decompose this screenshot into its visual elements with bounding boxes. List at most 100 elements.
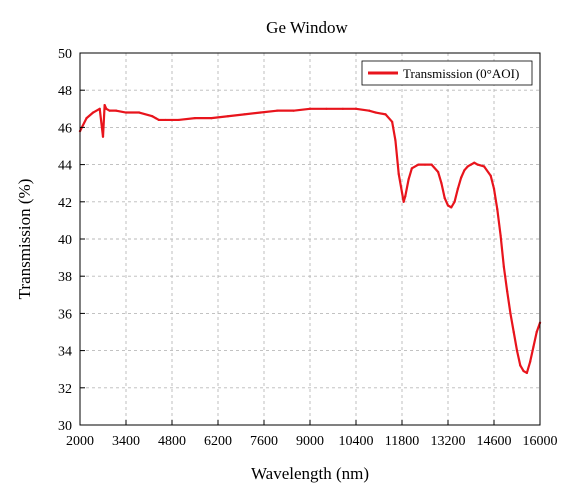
data-point: [446, 204, 450, 207]
data-point: [154, 117, 157, 120]
data-point: [483, 165, 486, 168]
legend: Transmission (0°AOI): [361, 60, 533, 86]
y-tick-label: 36: [58, 307, 72, 322]
data-point: [473, 161, 476, 164]
x-tick-label: 16000: [523, 434, 558, 449]
data-point: [443, 196, 446, 200]
data-point: [243, 113, 246, 116]
x-axis-label: Wavelength (nm): [251, 464, 369, 483]
y-tick-label: 50: [58, 47, 72, 62]
y-tick-label: 32: [58, 382, 72, 397]
data-point: [509, 312, 512, 315]
y-tick-label: 46: [58, 121, 72, 136]
y-tick-label: 42: [58, 196, 72, 211]
data-point: [368, 109, 371, 112]
data-point: [453, 200, 456, 203]
y-tick-label: 38: [58, 270, 72, 285]
data-point: [404, 195, 407, 198]
y-tick-label: 30: [58, 419, 72, 434]
data-point: [460, 176, 463, 179]
data-point: [532, 345, 535, 348]
y-axis-label: Transmission (%): [15, 179, 34, 300]
x-tick-label: 7600: [250, 434, 278, 449]
data-point: [115, 109, 118, 112]
data-point: [407, 178, 410, 181]
legend-label: Transmission (0°AOI): [403, 66, 519, 81]
x-tick-label: 11800: [385, 434, 419, 449]
data-point: [529, 360, 532, 363]
grid-lines: [80, 53, 540, 425]
data-point: [98, 107, 101, 110]
data-point: [292, 109, 295, 112]
x-tick-label: 4800: [158, 434, 186, 449]
data-point: [463, 169, 466, 172]
data-point: [164, 118, 167, 122]
data-point: [177, 118, 180, 122]
data-point: [308, 107, 312, 110]
y-tick-label: 34: [58, 345, 72, 360]
data-point: [101, 135, 105, 138]
data-point: [423, 163, 427, 166]
data-point: [103, 103, 106, 107]
data-point: [456, 187, 459, 190]
data-point: [469, 163, 473, 166]
data-point: [138, 111, 141, 114]
x-tick-label: 9000: [296, 434, 324, 449]
chart-title: Ge Window: [266, 18, 348, 37]
data-point: [512, 330, 515, 334]
data-point: [92, 111, 95, 114]
x-tick-label: 6200: [204, 434, 232, 449]
data-point: [535, 330, 538, 334]
y-tick-label: 44: [58, 159, 72, 174]
data-point: [354, 107, 358, 110]
data-point: [226, 115, 229, 118]
data-point: [384, 113, 387, 116]
data-point: [525, 371, 528, 375]
x-tick-label: 10400: [339, 434, 374, 449]
data-point: [506, 289, 509, 293]
x-tick-label: 2000: [66, 434, 94, 449]
data-point: [417, 163, 420, 166]
y-tick-label: 48: [58, 84, 72, 99]
data-point: [515, 349, 519, 352]
series-layer: [78, 103, 542, 375]
data-point: [276, 109, 279, 112]
data-point: [151, 115, 154, 118]
data-point: [489, 174, 492, 177]
data-point: [108, 109, 111, 112]
data-point: [502, 265, 505, 268]
data-point: [157, 118, 160, 122]
data-point: [400, 191, 404, 194]
data-point: [374, 111, 377, 114]
data-point: [397, 172, 400, 175]
data-point: [499, 234, 502, 237]
x-tick-label: 14600: [477, 434, 512, 449]
data-point: [519, 364, 522, 367]
data-point: [440, 182, 443, 185]
data-point: [394, 139, 397, 142]
data-point: [193, 117, 197, 120]
data-point: [466, 165, 469, 168]
y-tick-label: 40: [58, 233, 72, 248]
data-point: [105, 107, 108, 110]
x-tick-label: 3400: [112, 434, 140, 449]
axis-ticks: 2000 3400 4800 6200 7600 9000 10400 11800 13200 1…: [58, 47, 558, 449]
data-point: [496, 208, 499, 211]
data-point: [430, 163, 433, 166]
data-point: [450, 206, 453, 209]
data-point: [341, 107, 344, 110]
data-point: [259, 111, 262, 114]
data-point: [410, 167, 413, 170]
data-point: [402, 200, 405, 203]
data-point: [437, 170, 440, 174]
data-point: [325, 107, 328, 110]
data-point: [85, 117, 88, 120]
data-point: [391, 120, 394, 123]
data-point: [124, 111, 128, 114]
data-point: [492, 187, 496, 190]
data-point: [522, 369, 525, 373]
x-tick-label: 13200: [431, 434, 466, 449]
data-point: [476, 163, 479, 166]
